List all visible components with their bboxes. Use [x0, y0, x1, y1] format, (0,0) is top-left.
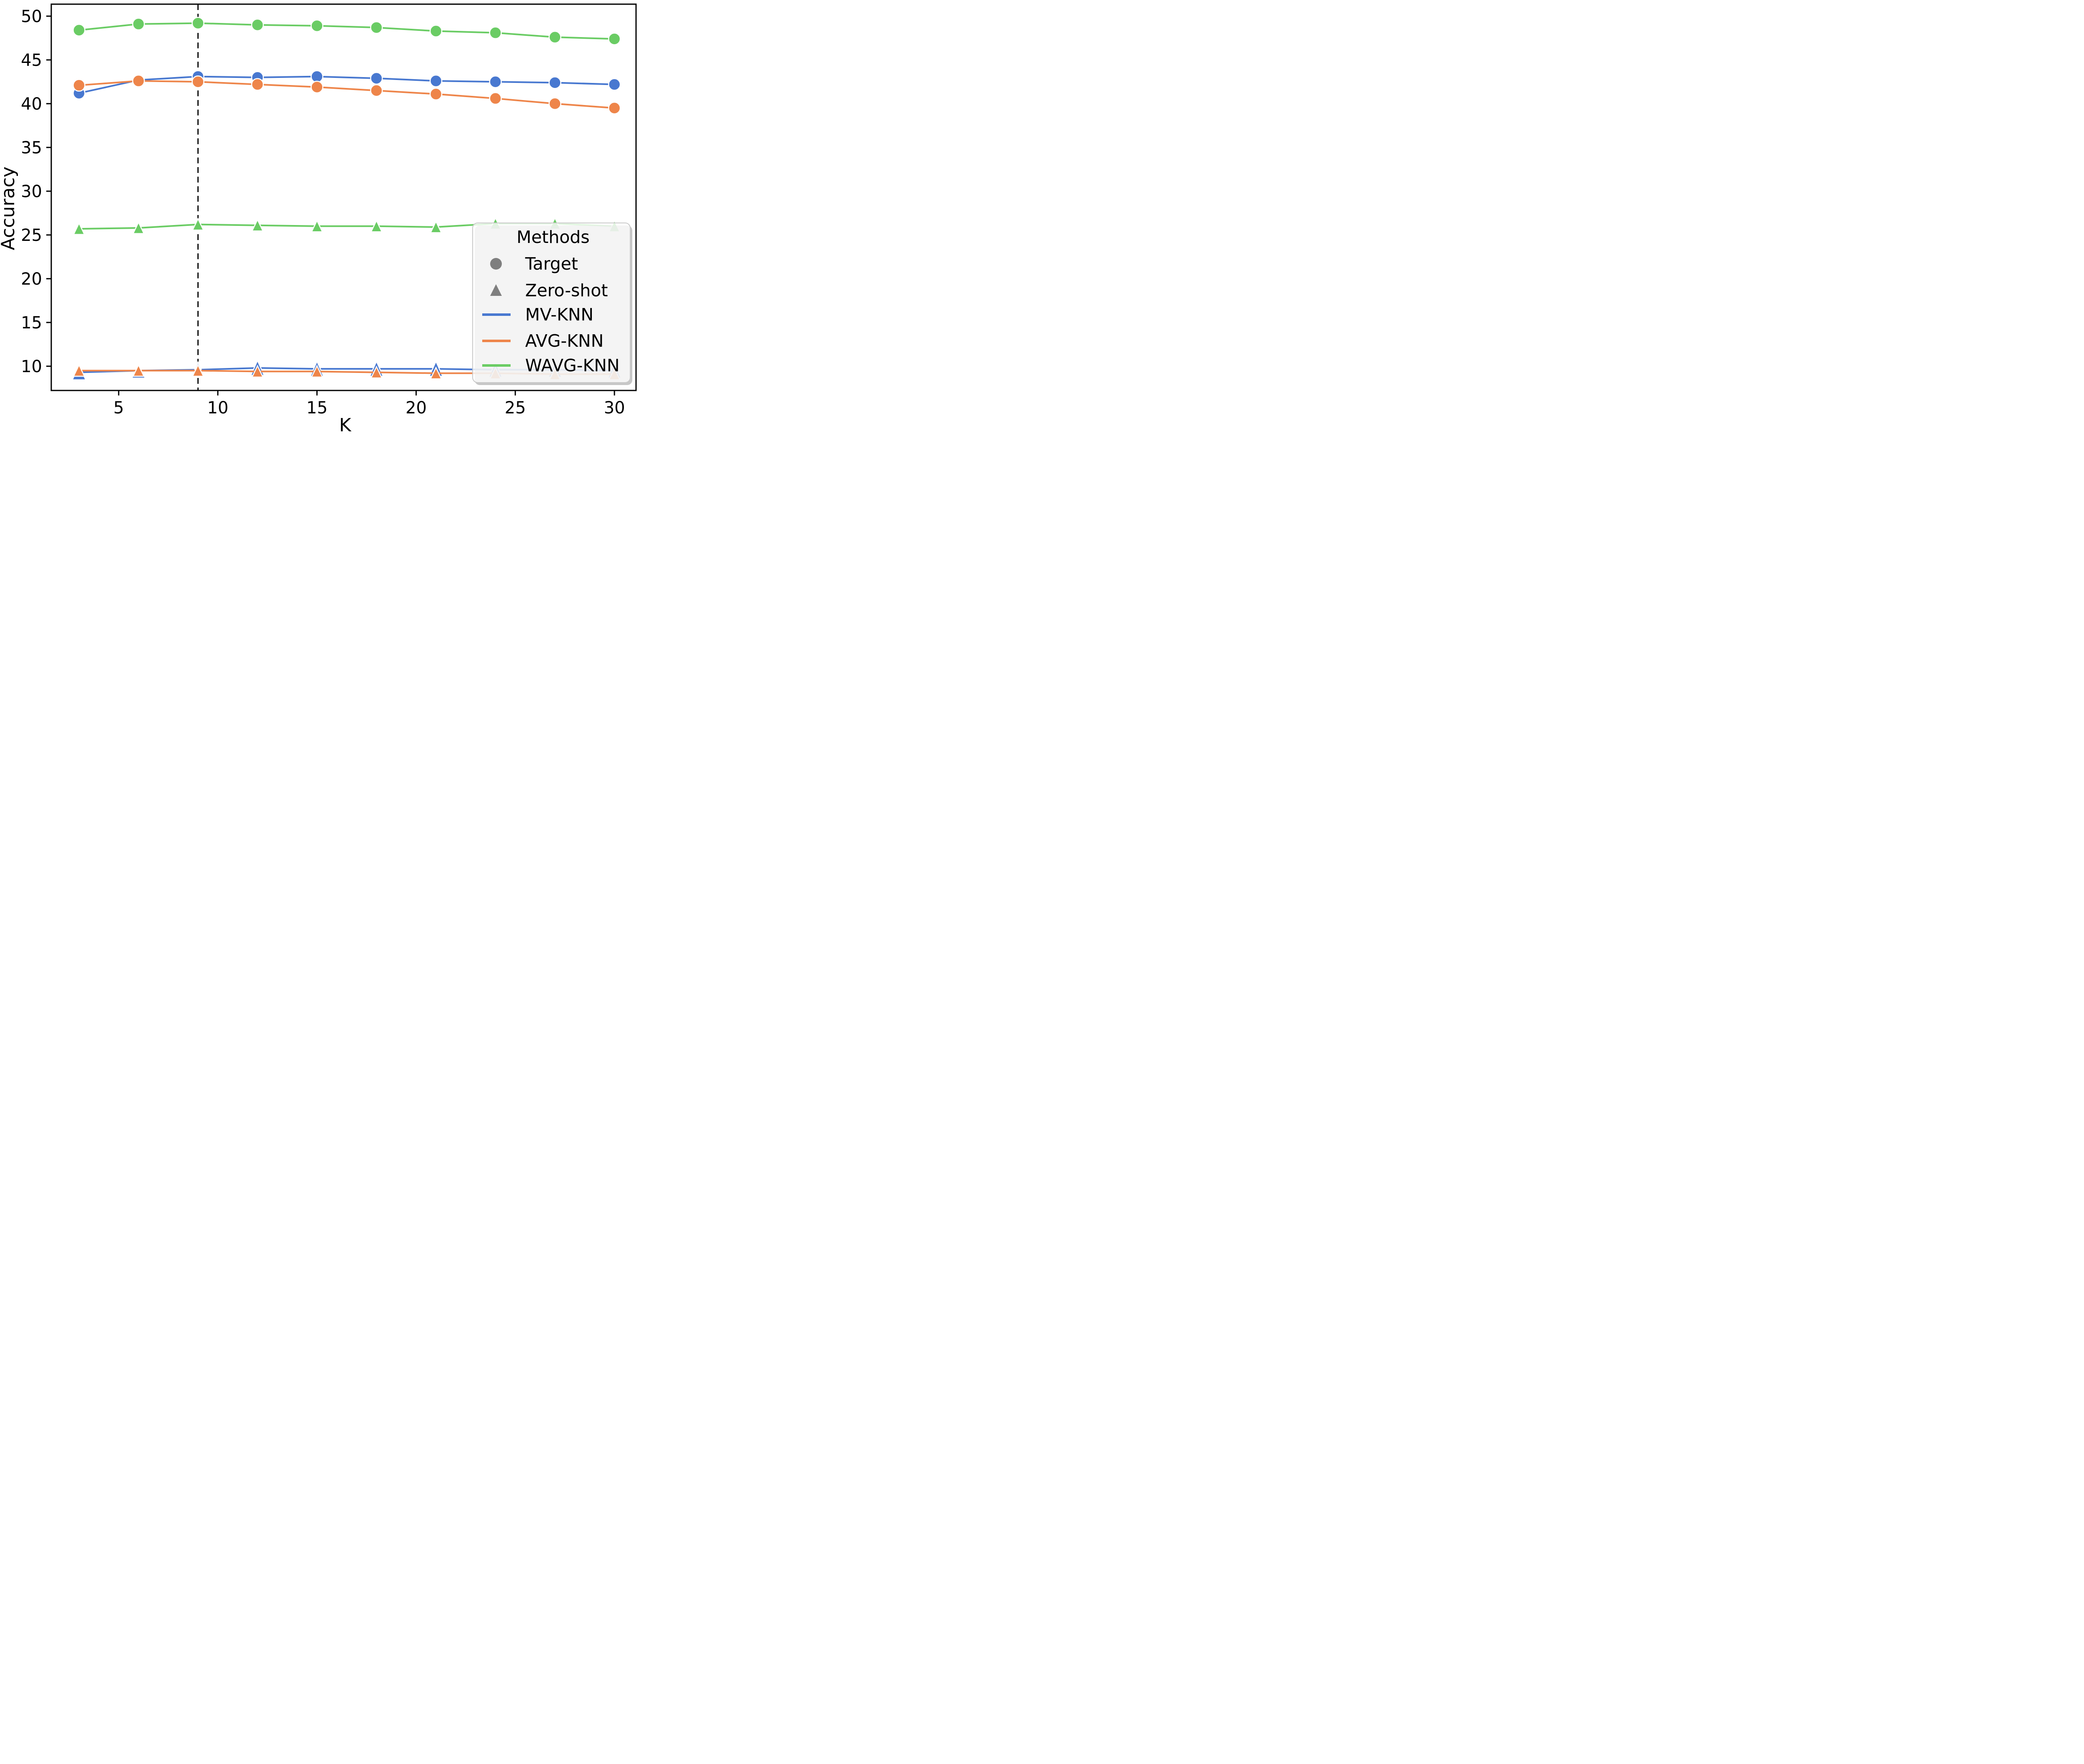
- x-tick-label: 15: [306, 398, 328, 418]
- y-tick-label: 25: [21, 226, 42, 245]
- y-tick-label: 20: [21, 270, 42, 289]
- series-avg-knn-target: [73, 74, 621, 115]
- y-tick-label: 40: [21, 95, 42, 114]
- legend-entry-label: AVG-KNN: [525, 331, 604, 351]
- y-tick-label: 15: [21, 313, 42, 333]
- y-tick-label: 45: [21, 51, 42, 70]
- y-axis: 10 15 20 25 30 35 40 45 50: [21, 7, 51, 376]
- x-axis: 5 10 15 20 25 30: [113, 390, 625, 418]
- accuracy-vs-k-line-chart: 5 10 15 20 25 30 10 15 20 25 30 35 40 45 50 K Accuracy Me…: [0, 3, 637, 436]
- plot-border: [50, 3, 637, 391]
- legend-entry-label: MV-KNN: [525, 305, 594, 325]
- series-mv-knn-target: [73, 70, 621, 100]
- legend-target-circle-icon: [490, 258, 502, 270]
- legend: Methods Target Zero-shot MV-KNN AVG-KNN WAVG-…: [472, 223, 632, 385]
- legend-entry-label: WAVG-KNN: [525, 355, 620, 375]
- x-tick-label: 25: [505, 398, 526, 418]
- x-tick-label: 5: [113, 398, 124, 418]
- figure: 5 10 15 20 25 30 10 15 20 25 30 35 40 45 50 K Accuracy Me…: [0, 0, 643, 441]
- y-tick-label: 50: [21, 7, 42, 26]
- y-tick-label: 10: [21, 357, 42, 376]
- x-tick-label: 20: [406, 398, 427, 418]
- y-axis-label: Accuracy: [0, 167, 19, 250]
- y-tick-label: 35: [21, 138, 42, 158]
- x-axis-label: K: [339, 415, 352, 436]
- legend-entry-label: Zero-shot: [525, 280, 608, 300]
- x-tick-label: 30: [604, 398, 625, 418]
- legend-zeroshot-triangle-icon: [490, 284, 502, 296]
- legend-box: [472, 223, 631, 383]
- y-tick-label: 30: [21, 182, 42, 201]
- legend-title: Methods: [516, 227, 589, 247]
- legend-entry-label: Target: [525, 254, 578, 274]
- series-wavg-knn-target: [73, 17, 621, 45]
- x-tick-label: 10: [207, 398, 228, 418]
